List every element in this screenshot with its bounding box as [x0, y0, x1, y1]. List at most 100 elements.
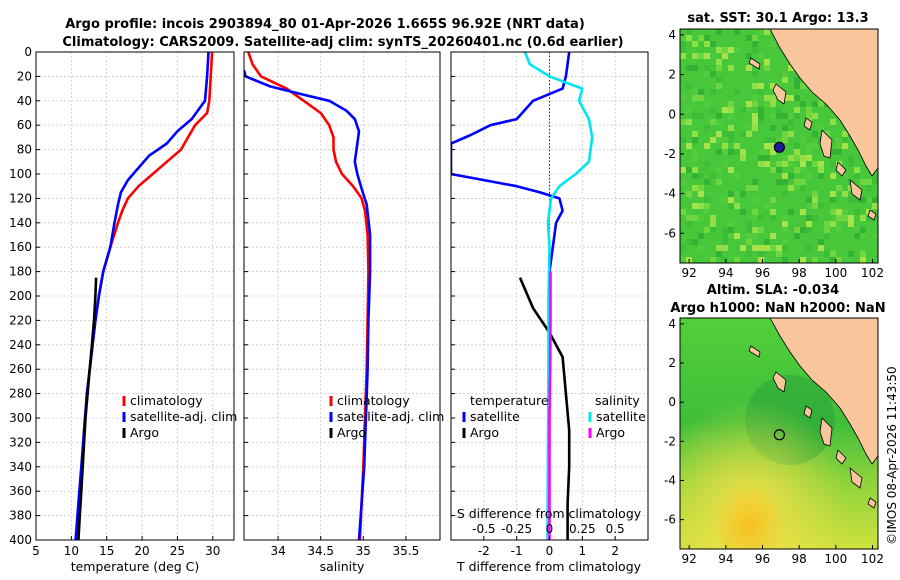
sst-cell [860, 257, 866, 263]
sst-cell [680, 95, 686, 101]
sst-map-frame [679, 28, 879, 264]
sst-cell [716, 47, 722, 53]
sst-cell [800, 83, 806, 89]
sst-cell [770, 197, 776, 203]
difference-panel: -2 -1 0 1 2 -0.5 -0.25 0 0.25 0.5 T difference fr… [450, 51, 649, 574]
sst-cell [692, 155, 698, 161]
sst-cell [746, 35, 752, 41]
sst-cell [686, 143, 692, 149]
sst-cell [788, 173, 794, 179]
x-tick-label: 30 [205, 544, 220, 558]
sst-cell [776, 113, 782, 119]
sst-cell [722, 239, 728, 245]
map-y-tick-label: -4 [664, 473, 676, 487]
sst-cell [722, 131, 728, 137]
sst-cell [746, 233, 752, 239]
sst-cell [680, 257, 686, 263]
x-tick-label: 0 [546, 544, 554, 558]
sst-cell [710, 215, 716, 221]
sst-map-land [769, 29, 878, 177]
salinity-ticks: 34 34.5 35 35.5 [244, 51, 419, 558]
sst-cell [740, 215, 746, 221]
sst-cell [836, 149, 842, 155]
sla-map-island-pagai [849, 467, 863, 489]
sst-cell [830, 149, 836, 155]
sst-cell [758, 107, 764, 113]
y-tick-label: 400 [9, 533, 32, 547]
sst-cell [812, 143, 818, 149]
sst-cell [782, 227, 788, 233]
map-x-tick-label: 102 [861, 266, 884, 280]
sst-cell [692, 239, 698, 245]
sst-cell [854, 227, 860, 233]
y-tick-label: 40 [17, 94, 32, 108]
temperature-legend: climatology satellite-adj. clim Argo [122, 393, 237, 440]
sst-cell [770, 167, 776, 173]
sst-cell [728, 101, 734, 107]
difference-ticks: -2 -1 0 1 2 -0.5 -0.25 0 0.25 0.5 [451, 51, 625, 558]
sst-cell [776, 161, 782, 167]
sst-cell [848, 155, 854, 161]
x-tick-label: 2 [611, 544, 619, 558]
sst-map-ticks: 92 94 96 98 100 102 4 2 0 -2 -4 -6 [664, 28, 884, 280]
sst-cell [716, 113, 722, 119]
s-diff-tick-label: 0.25 [569, 522, 596, 536]
sst-cell [758, 215, 764, 221]
sst-cell [818, 167, 824, 173]
sst-cell [752, 227, 758, 233]
sst-cell [806, 203, 812, 209]
sst-cell [710, 221, 716, 227]
y-tick-label: 320 [9, 435, 32, 449]
difference-lines [451, 52, 594, 540]
sst-cell [710, 137, 716, 143]
sst-cell [806, 113, 812, 119]
sst-cell [788, 125, 794, 131]
sst-cell [716, 131, 722, 137]
map-x-tick-label: 100 [824, 552, 847, 566]
sst-cell [794, 185, 800, 191]
sst-cell [704, 143, 710, 149]
sst-cell [722, 227, 728, 233]
sst-cell [740, 191, 746, 197]
sst-cell [752, 41, 758, 47]
sst-cell [680, 119, 686, 125]
sst-cell [704, 221, 710, 227]
series-line-satellite-adj-clim [244, 69, 372, 540]
sst-cell [752, 215, 758, 221]
sst-cell [782, 245, 788, 251]
x-tick-label: 1 [579, 544, 587, 558]
y-tick-label: 280 [9, 387, 32, 401]
temperature-ticks: 0 20 40 60 80 100 120 140 160 180 200 220 240 260 280 3… [9, 45, 220, 558]
sst-cell [746, 227, 752, 233]
y-tick-label: 60 [17, 118, 32, 132]
sst-cell [692, 131, 698, 137]
sst-cell [758, 155, 764, 161]
sst-cell [698, 161, 704, 167]
sst-cell [698, 89, 704, 95]
sst-cell [818, 173, 824, 179]
sst-cell [800, 179, 806, 185]
sst-cell [854, 167, 860, 173]
sst-cell [728, 65, 734, 71]
sst-cell [836, 209, 842, 215]
sst-cell [722, 47, 728, 53]
sst-cell [830, 185, 836, 191]
sst-cell [752, 245, 758, 251]
sst-cell [734, 257, 740, 263]
sst-cell [770, 155, 776, 161]
sst-cell [872, 233, 878, 239]
sst-cell [788, 131, 794, 137]
sst-cell [686, 215, 692, 221]
sst-cell [698, 119, 704, 125]
sst-cell [728, 107, 734, 113]
sst-cell [698, 53, 704, 59]
sst-cell [734, 149, 740, 155]
sst-cell [842, 173, 848, 179]
sst-cell [794, 227, 800, 233]
sst-cell [722, 215, 728, 221]
sst-cell [704, 179, 710, 185]
sst-cell [848, 143, 854, 149]
temperature-lines [74, 52, 214, 540]
sst-map-islands [748, 57, 877, 221]
